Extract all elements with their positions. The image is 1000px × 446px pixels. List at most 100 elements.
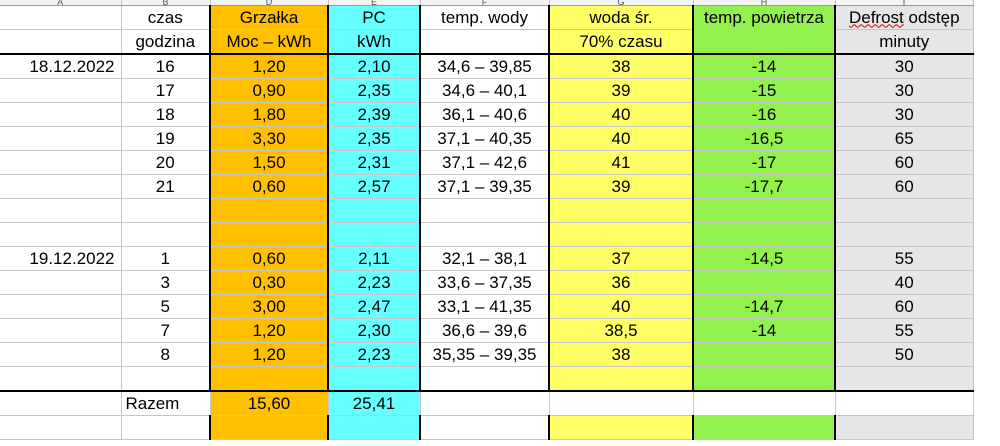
water-temp-cell[interactable]: 35,35 – 39,35 [420,342,550,367]
heater-kwh-cell[interactable]: 1,20 [210,54,329,79]
cell[interactable] [693,222,836,247]
cell[interactable] [420,415,550,440]
air-temp-cell[interactable] [693,342,836,367]
heater-kwh-cell[interactable]: 1,20 [210,318,329,343]
cell[interactable] [121,366,211,392]
air-temp-cell[interactable]: -16 [693,102,836,127]
cell[interactable] [549,222,694,247]
cell[interactable] [835,390,974,416]
cell[interactable] [835,198,974,223]
pc-kwh-cell[interactable]: 2,47 [328,294,421,319]
heater-kwh-cell[interactable]: 0,90 [210,78,329,103]
water-avg-cell[interactable]: 40 [549,294,694,319]
cell[interactable] [693,198,836,223]
water-avg-cell[interactable]: 41 [549,150,694,175]
water-temp-cell[interactable]: 34,6 – 39,85 [420,54,550,79]
cell[interactable] [835,366,974,392]
defrost-minutes-cell[interactable]: 30 [835,102,974,127]
air-temp-cell[interactable]: -14 [693,54,836,79]
defrost-minutes-cell[interactable]: 65 [835,126,974,151]
hour-cell[interactable]: 1 [121,246,211,271]
cell[interactable] [0,29,122,55]
heater-unit-header[interactable]: Moc – kWh [210,29,329,55]
heater-kwh-cell[interactable]: 3,30 [210,126,329,151]
cell[interactable] [420,198,550,223]
cell[interactable] [121,198,211,223]
water-avg-cell[interactable]: 40 [549,102,694,127]
cell[interactable] [210,198,329,223]
heater-kwh-cell[interactable]: 0,30 [210,270,329,295]
cell[interactable] [549,198,694,223]
water-avg-note-header[interactable]: 70% czasu [549,29,694,55]
cell[interactable] [549,366,694,392]
column-header-g[interactable]: G [549,0,694,6]
water-temp-cell[interactable]: 37,1 – 42,6 [420,150,550,175]
defrost-minutes-cell[interactable]: 55 [835,318,974,343]
cell[interactable] [210,222,329,247]
hour-cell[interactable]: 18 [121,102,211,127]
water-avg-cell[interactable]: 38,5 [549,318,694,343]
defrost-minutes-cell[interactable]: 60 [835,150,974,175]
date-cell[interactable]: 18.12.2022 [0,54,122,79]
heater-kwh-cell[interactable]: 1,80 [210,102,329,127]
cell[interactable] [835,415,974,440]
defrost-minutes-cell[interactable]: 60 [835,174,974,199]
air-temp-cell[interactable] [693,270,836,295]
heater-kwh-cell[interactable]: 0,60 [210,246,329,271]
water-temp-cell[interactable]: 33,1 – 41,35 [420,294,550,319]
cell[interactable] [121,415,211,440]
water-avg-cell[interactable]: 37 [549,246,694,271]
cell[interactable] [693,415,836,440]
heater-header[interactable]: Grzałka [210,5,329,30]
cell[interactable] [328,415,421,440]
cell[interactable] [0,390,122,416]
cell[interactable] [0,294,122,319]
air-temp-cell[interactable]: -14,7 [693,294,836,319]
cell[interactable] [0,174,122,199]
pc-unit-header[interactable]: kWh [328,29,421,55]
total-pc-kwh[interactable]: 25,41 [328,390,421,416]
defrost-header[interactable]: Defrost odstęp [835,5,974,30]
air-temp-cell[interactable]: -15 [693,78,836,103]
hour-cell[interactable]: 17 [121,78,211,103]
defrost-minutes-cell[interactable]: 55 [835,246,974,271]
pc-kwh-cell[interactable]: 2,39 [328,102,421,127]
water-avg-cell[interactable]: 36 [549,270,694,295]
column-header-f[interactable]: F [420,0,550,6]
heater-kwh-cell[interactable]: 0,60 [210,174,329,199]
cell[interactable] [328,198,421,223]
cell[interactable] [0,366,122,392]
water-avg-cell[interactable]: 38 [549,342,694,367]
column-header-a[interactable]: A [0,0,122,6]
cell[interactable] [0,150,122,175]
air-temp-cell[interactable]: -17,7 [693,174,836,199]
water-temp-cell[interactable]: 37,1 – 39,35 [420,174,550,199]
cell[interactable] [420,29,550,55]
column-header-d[interactable]: D [210,0,329,6]
hour-header[interactable]: godzina [121,29,211,55]
hour-cell[interactable]: 16 [121,54,211,79]
cell[interactable] [549,415,694,440]
pc-kwh-cell[interactable]: 2,35 [328,78,421,103]
column-header-b[interactable]: B [121,0,211,6]
hour-cell[interactable]: 7 [121,318,211,343]
heater-kwh-cell[interactable]: 1,20 [210,342,329,367]
cell[interactable] [835,222,974,247]
defrost-minutes-cell[interactable]: 30 [835,78,974,103]
cell[interactable] [0,78,122,103]
defrost-minutes-cell[interactable]: 50 [835,342,974,367]
cell[interactable] [693,390,836,416]
cell[interactable] [0,198,122,223]
cell[interactable] [0,270,122,295]
pc-kwh-cell[interactable]: 2,57 [328,174,421,199]
water-temp-cell[interactable]: 36,6 – 39,6 [420,318,550,343]
cell[interactable] [328,366,421,392]
cell[interactable] [0,5,122,30]
water-temp-cell[interactable]: 34,6 – 40,1 [420,78,550,103]
cell[interactable] [0,126,122,151]
air-temp-header[interactable]: temp. powietrza [693,5,836,30]
water-avg-header[interactable]: woda śr. [549,5,694,30]
pc-kwh-cell[interactable]: 2,23 [328,270,421,295]
cell[interactable] [420,390,550,416]
defrost-minutes-cell[interactable]: 40 [835,270,974,295]
